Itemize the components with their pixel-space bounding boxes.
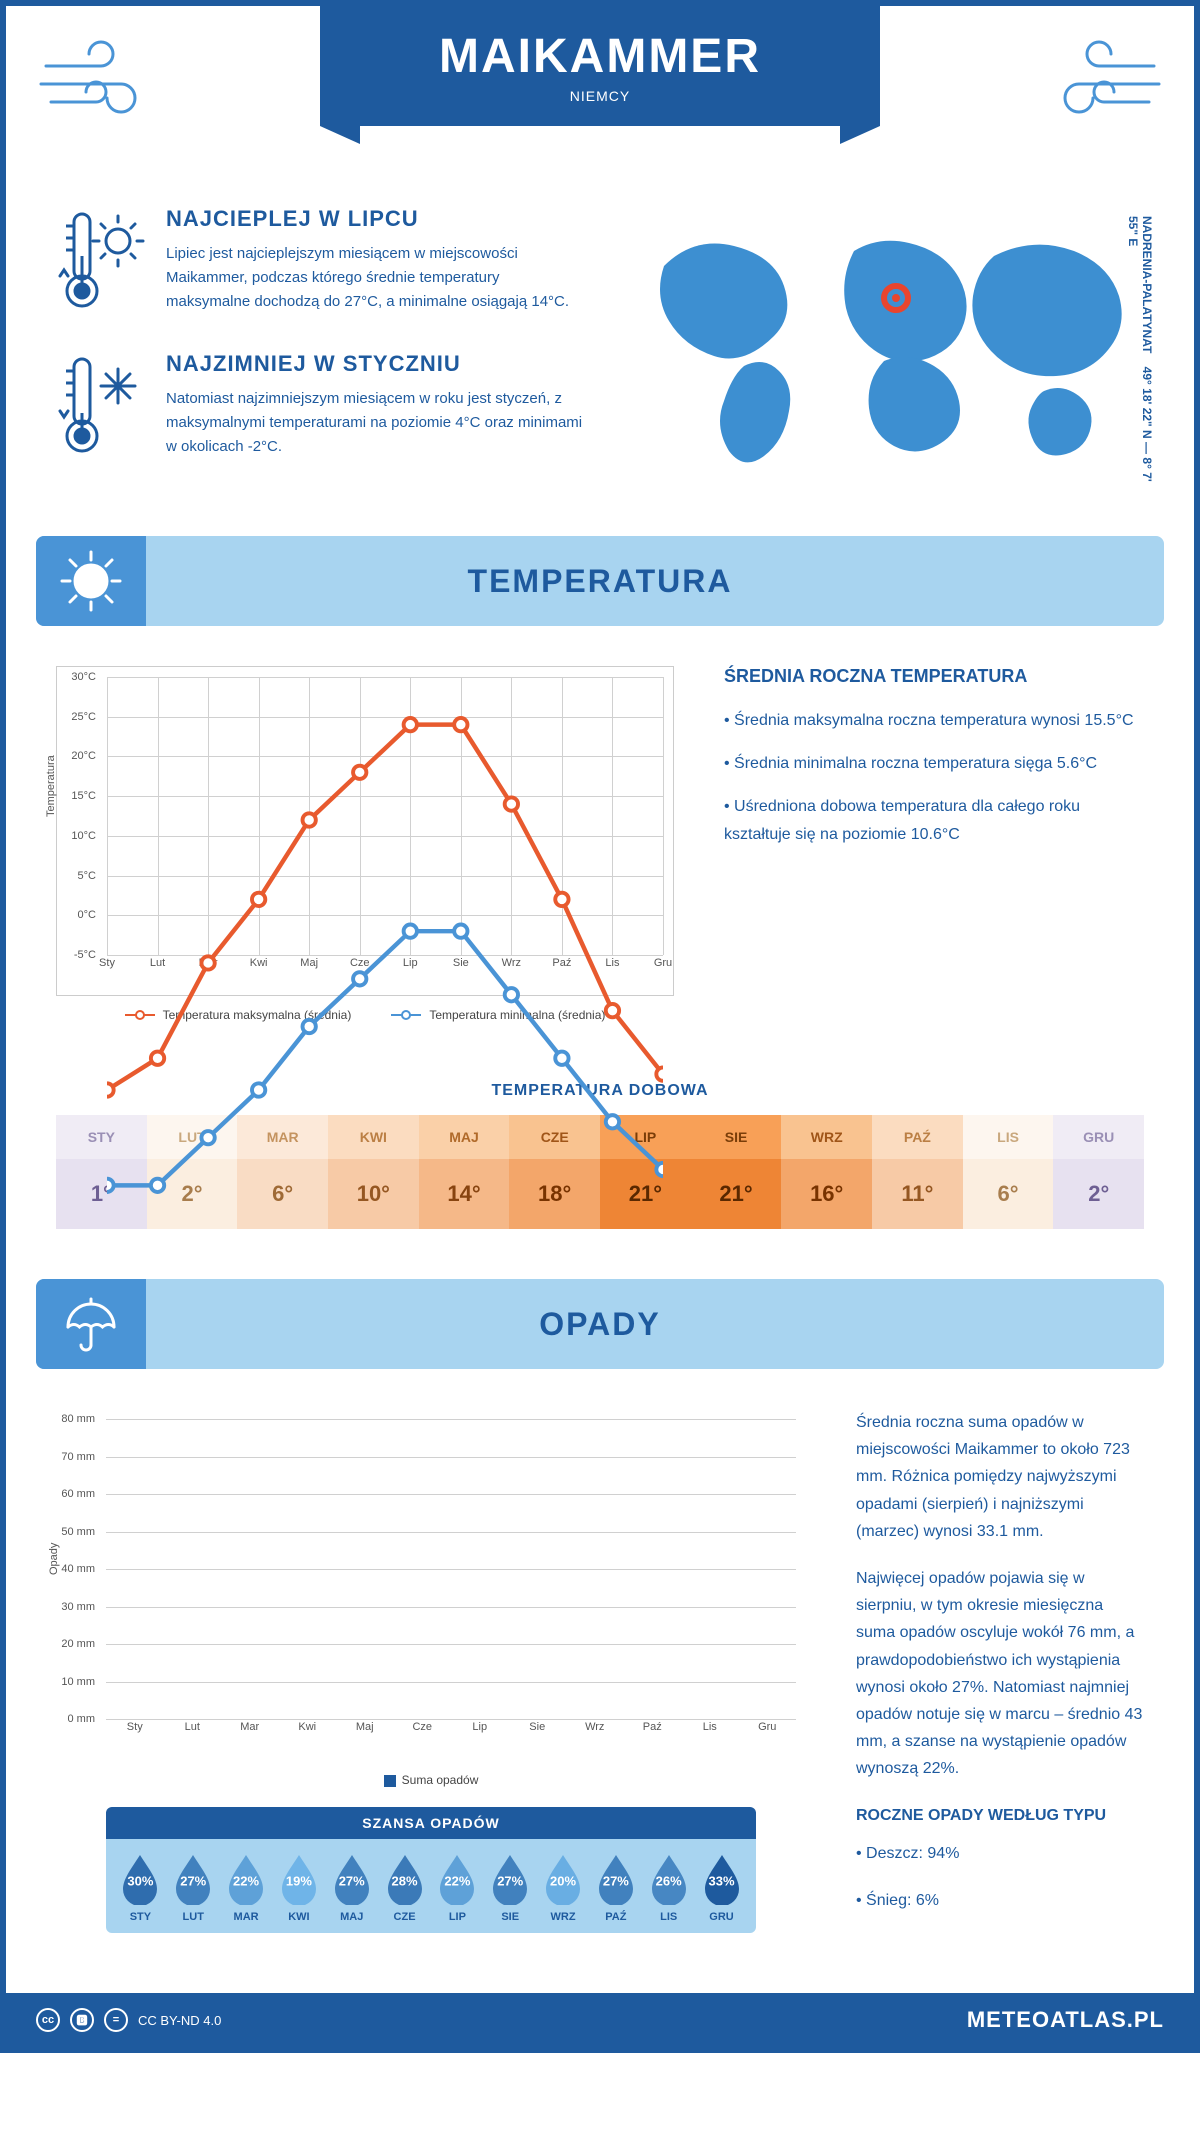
warmest-text: Lipiec jest najcieplejszym miesiącem w m…	[166, 242, 584, 314]
chance-drop: 28% CZE	[378, 1853, 431, 1923]
by-icon: 🅱	[70, 2008, 94, 2032]
thermometer-snow-icon	[56, 351, 146, 466]
chance-drop: 19% KWI	[272, 1853, 325, 1923]
umbrella-icon	[36, 1279, 146, 1369]
wind-icon	[36, 36, 176, 126]
warmest-title: NAJCIEPLEJ W LIPCU	[166, 206, 584, 232]
thermometer-sun-icon	[56, 206, 146, 321]
chance-drop: 22% LIP	[431, 1853, 484, 1923]
footer: cc 🅱 = CC BY-ND 4.0 METEOATLAS.PL	[6, 1993, 1194, 2047]
chance-drop: 33% GRU	[695, 1853, 748, 1923]
coldest-block: NAJZIMNIEJ W STYCZNIU Natomiast najzimni…	[56, 351, 584, 466]
daily-cell: GRU 2°	[1053, 1115, 1144, 1229]
page-title: MAIKAMMER	[439, 29, 761, 84]
chance-drop: 27% SIE	[484, 1853, 537, 1923]
sun-icon	[36, 536, 146, 626]
temperature-section-header: TEMPERATURA	[36, 536, 1164, 626]
chance-drop: 30% STY	[114, 1853, 167, 1923]
precipitation-legend: Suma opadów	[56, 1773, 806, 1787]
coordinates: NADRENIA-PALATYNAT 49° 18' 22" N — 8° 7'…	[1126, 216, 1154, 496]
daily-cell: LIS 6°	[963, 1115, 1054, 1229]
precipitation-bar-chart: Opady 0 mm10 mm20 mm30 mm40 mm50 mm60 mm…	[56, 1409, 806, 1973]
coldest-text: Natomiast najzimniejszym miesiącem w rok…	[166, 387, 584, 459]
chance-drop: 27% PAŹ	[589, 1853, 642, 1923]
chance-drop: 27% LUT	[167, 1853, 220, 1923]
site-name: METEOATLAS.PL	[967, 2007, 1164, 2033]
daily-cell: PAŹ 11°	[872, 1115, 963, 1229]
warmest-block: NAJCIEPLEJ W LIPCU Lipiec jest najcieple…	[56, 206, 584, 321]
temperature-summary: ŚREDNIA ROCZNA TEMPERATURA • Średnia mak…	[724, 666, 1144, 1022]
title-banner: MAIKAMMER NIEMCY	[320, 6, 880, 126]
wind-icon	[1024, 36, 1164, 126]
world-map-icon	[624, 206, 1144, 486]
precipitation-chance-box: SZANSA OPADÓW 30% STY 27% LUT 22%	[106, 1807, 756, 1933]
intro-section: NAJCIEPLEJ W LIPCU Lipiec jest najcieple…	[6, 186, 1194, 536]
license-text: CC BY-ND 4.0	[138, 2013, 221, 2028]
nd-icon: =	[104, 2008, 128, 2032]
page-subtitle: NIEMCY	[570, 88, 630, 104]
precipitation-section-header: OPADY	[36, 1279, 1164, 1369]
coldest-title: NAJZIMNIEJ W STYCZNIU	[166, 351, 584, 377]
header: MAIKAMMER NIEMCY	[6, 6, 1194, 186]
daily-cell: SIE 21°	[691, 1115, 782, 1229]
precipitation-title: OPADY	[36, 1306, 1164, 1343]
chance-drop: 26% LIS	[642, 1853, 695, 1923]
temperature-title: TEMPERATURA	[36, 563, 1164, 600]
daily-cell: WRZ 16°	[781, 1115, 872, 1229]
chance-drop: 27% MAJ	[325, 1853, 378, 1923]
cc-icon: cc	[36, 2008, 60, 2032]
temperature-line-chart: Temperatura -5°C0°C5°C10°C15°C20°C25°C30…	[56, 666, 674, 1022]
precipitation-summary: Średnia roczna suma opadów w miejscowośc…	[856, 1409, 1144, 1973]
chance-drop: 20% WRZ	[537, 1853, 590, 1923]
chance-drop: 22% MAR	[220, 1853, 273, 1923]
